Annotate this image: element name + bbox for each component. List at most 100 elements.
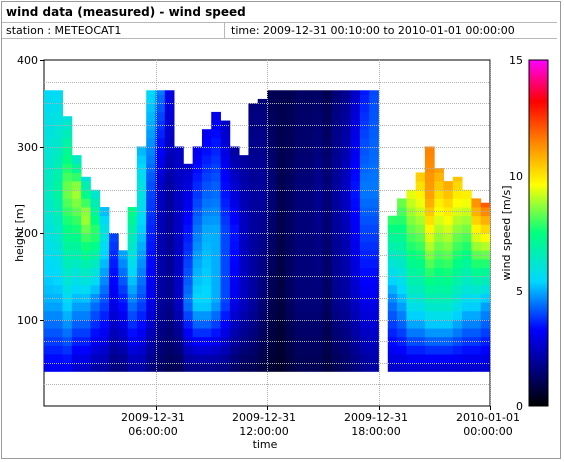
heatmap-cell [220,354,231,364]
heatmap-cell [136,328,147,338]
heatmap-cell [434,207,444,217]
heatmap-cell [322,328,333,338]
heatmap-cell [424,155,435,165]
heatmap-cell [350,354,361,364]
heatmap-cell [220,146,231,156]
heatmap-cell [322,362,333,372]
heatmap-cell [53,241,63,251]
y-tick-label: 100 [17,314,38,327]
heatmap-cell [109,310,119,320]
heatmap-cell [155,310,166,320]
heatmap-cell [174,224,184,234]
heatmap-cell [424,241,435,251]
heatmap-cell [443,198,454,208]
heatmap-cell [294,215,305,225]
heatmap-cell [462,354,472,364]
heatmap-cell [369,362,379,372]
heatmap-cell [62,284,73,294]
heatmap-cell [406,284,417,294]
heatmap-cell [239,189,249,199]
heatmap-cell [229,345,240,355]
heatmap-cell [211,302,221,312]
heatmap-cell [369,172,379,182]
heatmap-cell [480,233,490,243]
heatmap-cell [44,284,54,294]
heatmap-cell [471,284,482,294]
y-tick-label: 200 [17,227,38,240]
heatmap-cell [332,362,342,372]
heatmap-cell [192,250,203,260]
heatmap-cell [285,250,296,260]
heatmap-cell [350,198,361,208]
heatmap-cell [341,319,352,329]
heatmap-cell [322,90,333,95]
heatmap-cell [146,103,156,113]
heatmap-cell [313,172,324,182]
heatmap-cell [201,250,212,260]
heatmap-cell [332,328,342,338]
heatmap-cell [146,224,156,234]
info-separator [224,23,225,38]
heatmap-cell [164,120,175,130]
heatmap-cell [239,258,249,268]
heatmap-cell [81,241,91,251]
heatmap-cell [201,224,212,234]
heatmap-cell [211,284,221,294]
heatmap-cell [62,120,73,130]
heatmap-cell [387,241,398,251]
heatmap-cell [285,362,296,372]
heatmap-cell [406,224,417,234]
heatmap-cell [294,163,305,173]
heatmap-cell [294,319,305,329]
heatmap-cell [294,137,305,147]
heatmap-cell [267,354,277,364]
heatmap-cell [90,207,101,217]
heatmap-cell [81,224,91,234]
heatmap-cell [257,328,268,338]
heatmap-cell [322,302,333,312]
heatmap-cell [406,258,417,268]
heatmap-cell [53,284,63,294]
heatmap-cell [341,241,352,251]
heatmap-cell [480,202,490,208]
heatmap-cell [452,319,463,329]
heatmap-cell [81,345,91,355]
heatmap-cell [359,258,370,268]
heatmap-cell [257,155,268,165]
heatmap-cell [276,310,286,320]
heatmap-cell [192,336,203,346]
heatmap-cell [267,163,277,173]
heatmap-cell [276,284,286,294]
heatmap-cell [211,233,221,243]
heatmap-cell [332,103,342,113]
heatmap-cell [229,181,240,191]
heatmap-cell [276,354,286,364]
heatmap-cell [434,284,444,294]
heatmap-cell [183,198,194,208]
heatmap-cell [62,310,73,320]
heatmap-cell [248,189,259,199]
heatmap-cell [332,241,342,251]
heatmap-cell [201,354,212,364]
heatmap-cell [136,302,147,312]
heatmap-cell [294,345,305,355]
heatmap-cell [322,163,333,173]
heatmap-cell [155,94,166,104]
info-bar: station : METEOCAT1 time: 2009-12-31 00:… [2,22,557,39]
heatmap-cell [136,172,147,182]
heatmap-cell [44,224,54,234]
heatmap-cell [248,146,259,156]
heatmap-cell [434,276,444,286]
heatmap-cell [471,267,482,277]
heatmap-cell [452,241,463,251]
heatmap-cell [462,267,472,277]
heatmap-cell [322,94,333,104]
heatmap-cell [267,302,277,312]
heatmap-cell [220,302,231,312]
heatmap-cell [341,172,352,182]
heatmap-cell [304,319,314,329]
heatmap-cell [480,224,490,234]
heatmap-cell [304,198,314,208]
heatmap-cell [146,354,156,364]
heatmap-cell [192,207,203,217]
